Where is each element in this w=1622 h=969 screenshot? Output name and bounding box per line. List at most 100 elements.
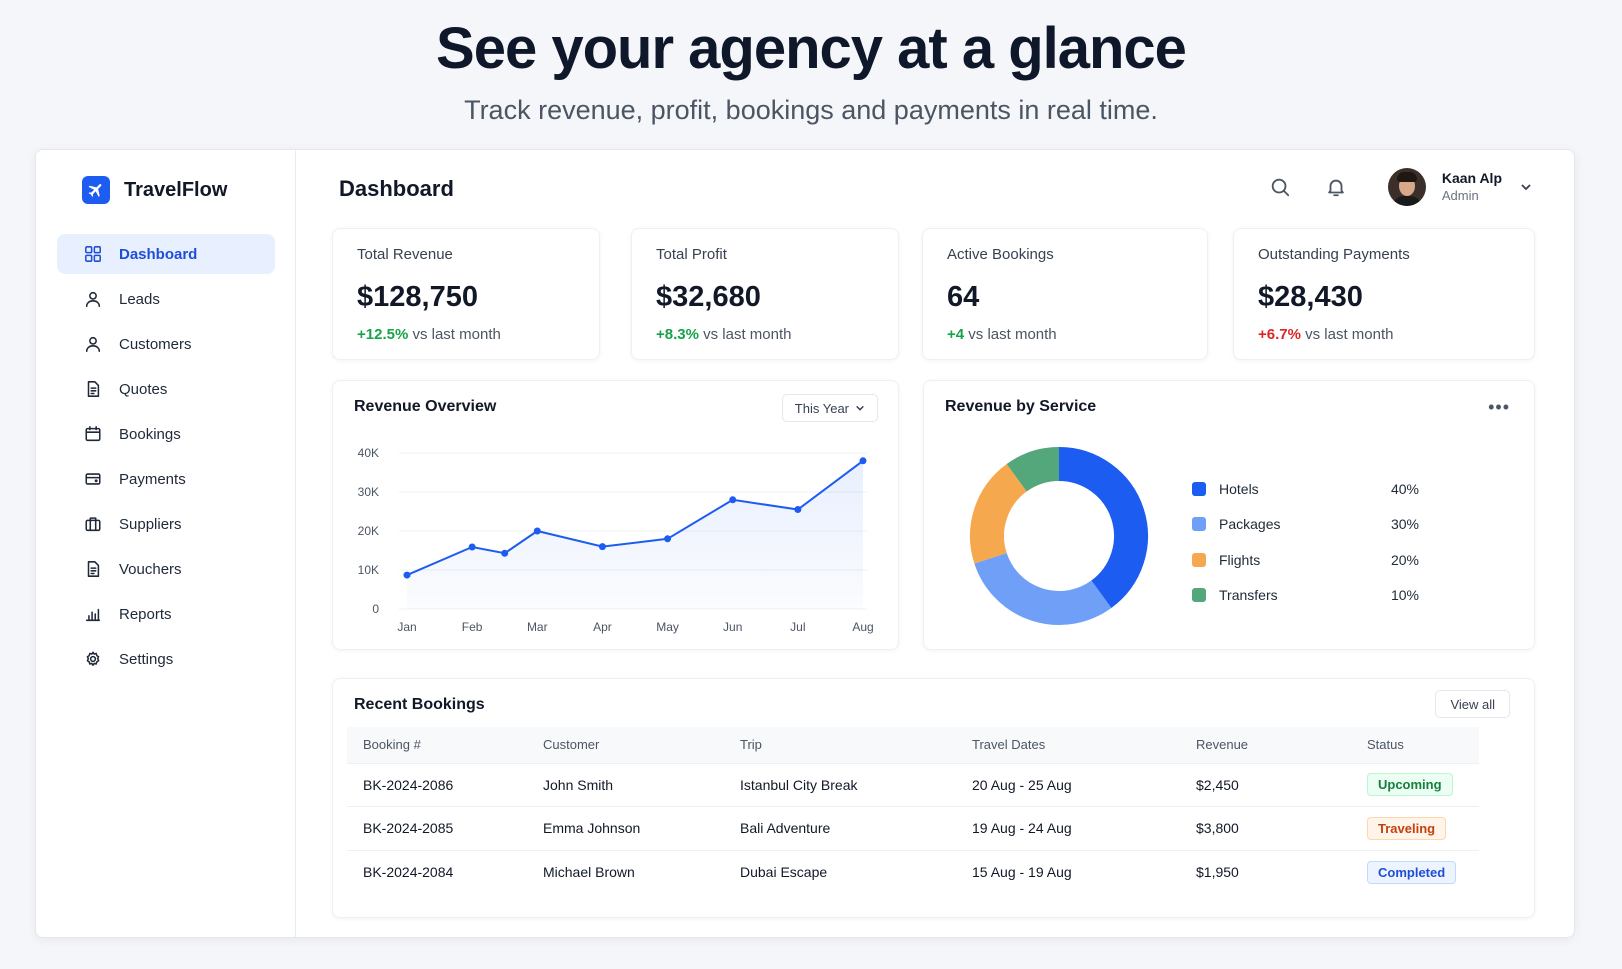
legend-value: 40% [1390, 480, 1419, 497]
stat-value: $28,430 [1258, 281, 1363, 313]
legend-item: Transfers 10% [1192, 578, 1432, 614]
stat-label: Total Profit [656, 246, 727, 263]
app-window: TravelFlow Dashboard Leads Customers Quotes… [35, 149, 1575, 938]
stat-label: Total Revenue [357, 246, 453, 263]
legend-swatch [1192, 481, 1206, 496]
user-icon [83, 334, 103, 354]
data-point [533, 527, 541, 535]
stat-change-suffix: vs last month [1305, 326, 1394, 343]
stat-value: $32,680 [656, 281, 761, 313]
stat-change-suffix: vs last month [412, 326, 501, 343]
search-icon[interactable] [1266, 173, 1294, 201]
revenue-overview-card: Revenue Overview This Year 0 10K 20K 30K 40K… [332, 380, 899, 650]
stat-value: $128,750 [357, 281, 478, 313]
legend-swatch [1192, 588, 1206, 603]
column-header[interactable]: Status [1351, 727, 1479, 763]
range-select-value: This Year [794, 400, 849, 416]
x-tick-label: Aug [852, 620, 873, 634]
avatar[interactable] [1387, 168, 1426, 206]
legend-item: Hotels 40% [1192, 471, 1432, 507]
sidebar-item-vouchers[interactable]: Vouchers [57, 549, 275, 589]
sidebar-item-label: Vouchers [119, 560, 182, 578]
gear-icon [83, 649, 103, 669]
sidebar-item-label: Leads [119, 290, 160, 308]
stat-card-total-revenue: Total Revenue $128,750 +12.5% vs last mo… [332, 228, 600, 360]
legend-value: 30% [1390, 516, 1419, 533]
stat-change: +12.5% vs last month [357, 326, 501, 343]
sidebar-item-label: Quotes [119, 380, 168, 398]
brand[interactable]: TravelFlow [82, 176, 227, 204]
user-info[interactable]: Kaan Alp Admin [1442, 169, 1502, 205]
brand-name: TravelFlow [124, 178, 228, 201]
y-tick-label: 40K [358, 446, 379, 460]
pie-slice [1058, 447, 1148, 608]
chevron-down-icon [856, 406, 864, 411]
main-content: Dashboard Kaan Alp Admin Total Revenue $… [297, 150, 1574, 937]
stat-change: +8.3% vs last month [656, 326, 792, 343]
revenue-line-chart: 0 10K 20K 30K 40K Jan Feb Mar Apr May Jun Jul Aug [358, 446, 874, 634]
legend-swatch [1192, 517, 1206, 532]
document-icon [83, 379, 103, 399]
sidebar-item-reports[interactable]: Reports [57, 594, 275, 634]
pie-slice [970, 464, 1028, 564]
sidebar-item-bookings[interactable]: Bookings [57, 414, 275, 454]
revenue-overview-title: Revenue Overview [354, 398, 497, 415]
area-fill [407, 460, 863, 609]
stat-change-value: +4 [947, 326, 965, 343]
legend-swatch [1192, 552, 1206, 567]
cell-id: BK-2024-2084 [347, 849, 527, 894]
cell-trip: Bali Adventure [724, 806, 956, 850]
cell-customer: John Smith [527, 762, 724, 807]
stat-card-outstanding-payments: Outstanding Payments $28,430 +6.7% vs la… [1233, 228, 1535, 360]
sidebar-item-suppliers[interactable]: Suppliers [57, 504, 275, 544]
view-all-button[interactable]: View all [1435, 690, 1510, 718]
cell-revenue: $2,450 [1180, 762, 1351, 807]
status-badge: Upcoming [1367, 773, 1453, 797]
recent-bookings-card: Recent Bookings View all Booking # Custo… [332, 678, 1535, 918]
wallet-icon [83, 469, 103, 489]
bell-icon[interactable] [1322, 173, 1350, 201]
legend-label: Hotels [1219, 480, 1259, 497]
column-header[interactable]: Customer [527, 727, 724, 763]
stat-change: +4 vs last month [947, 326, 1057, 343]
sidebar-item-label: Customers [119, 335, 192, 353]
more-icon[interactable]: ••• [1488, 397, 1510, 417]
column-header[interactable]: Trip [724, 727, 956, 763]
data-point [468, 543, 476, 551]
stat-label: Outstanding Payments [1258, 246, 1410, 263]
stat-value: 64 [947, 281, 980, 313]
chevron-down-icon[interactable] [1520, 180, 1534, 194]
cell-id: BK-2024-2086 [347, 762, 527, 807]
sidebar-item-label: Bookings [119, 425, 181, 443]
revenue-donut-chart [970, 447, 1148, 625]
table-row[interactable]: BK-2024-2086 John Smith Istanbul City Brea… [347, 762, 1479, 807]
sidebar-item-payments[interactable]: Payments [57, 459, 275, 499]
range-select[interactable]: This Year [781, 394, 878, 422]
stat-change-value: +12.5% [357, 326, 409, 343]
column-header[interactable]: Revenue [1180, 727, 1351, 763]
data-point [729, 496, 737, 504]
table-row[interactable]: BK-2024-2085 Emma Johnson Bali Adventure 19… [347, 806, 1479, 850]
sidebar-item-customers[interactable]: Customers [57, 324, 275, 364]
sidebar-item-settings[interactable]: Settings [57, 639, 275, 679]
data-point [598, 543, 606, 551]
data-point [664, 535, 672, 543]
status-badge: Completed [1367, 860, 1457, 884]
stat-label: Active Bookings [947, 246, 1054, 263]
legend-value: 10% [1390, 587, 1419, 604]
y-tick-label: 0 [372, 602, 379, 616]
sidebar-item-dashboard[interactable]: Dashboard [57, 234, 275, 274]
x-tick-label: May [656, 620, 679, 634]
table-row[interactable]: BK-2024-2084 Michael Brown Dubai Escape 15 … [347, 849, 1479, 894]
cell-status: Upcoming [1351, 762, 1479, 807]
briefcase-icon [83, 514, 103, 534]
cell-customer: Michael Brown [527, 849, 724, 894]
user-icon [83, 289, 103, 309]
sidebar-item-quotes[interactable]: Quotes [57, 369, 275, 409]
table-header-row: Booking # Customer Trip Travel Dates Rev… [347, 727, 1479, 763]
user-role: Admin [1441, 188, 1479, 203]
column-header[interactable]: Booking # [347, 727, 527, 763]
sidebar-item-leads[interactable]: Leads [57, 279, 275, 319]
recent-bookings-title: Recent Bookings [354, 696, 485, 713]
column-header[interactable]: Travel Dates [956, 727, 1180, 763]
